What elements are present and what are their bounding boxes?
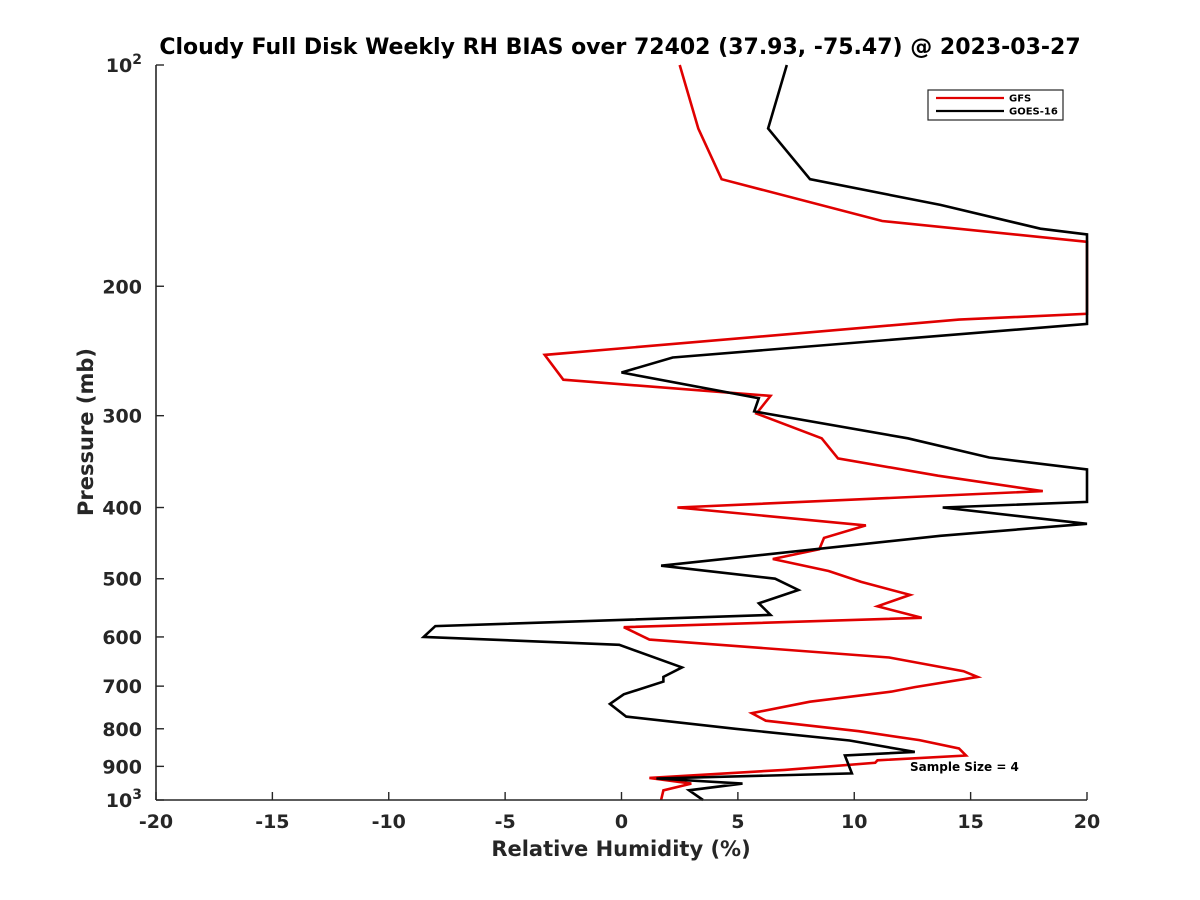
y-tick-label: 800 (102, 719, 142, 741)
legend: GFS GOES-16 (927, 89, 1064, 121)
y-tick-label: 200 (102, 276, 142, 298)
y-tick-label: 500 (102, 569, 142, 591)
x-tick-label: -15 (255, 811, 289, 833)
x-tick-label: 5 (731, 811, 744, 833)
x-tick-label: 20 (1074, 811, 1100, 833)
y-tick-label: 102 (106, 52, 142, 77)
series-line-gfs (542, 64, 1089, 801)
x-axis-label: Relative Humidity (%) (491, 837, 750, 861)
x-ticks: -20 -15 -10 -5 0 5 10 15 20 (139, 792, 1100, 833)
y-axis-label: Pressure (mb) (74, 348, 98, 516)
axes-layer (155, 65, 1087, 801)
series-line-goes16 (420, 64, 1089, 802)
y-tick-label: 600 (102, 627, 142, 649)
x-tick-label: 15 (957, 811, 983, 833)
y-tick-label: 400 (102, 498, 142, 520)
y-ticks: 102 200 300 400 500 600 700 800 900 103 (102, 52, 164, 812)
legend-box (927, 89, 1064, 121)
y-tick-label: 300 (102, 406, 142, 428)
y-tick-label: 103 (106, 787, 142, 812)
legend-label-gfs: GFS (1009, 94, 1031, 105)
series-layer (420, 64, 1089, 802)
x-tick-label: 0 (615, 811, 628, 833)
y-tick-label: 700 (102, 676, 142, 698)
chart-title: Cloudy Full Disk Weekly RH BIAS over 724… (159, 35, 1080, 60)
x-tick-label: -10 (372, 811, 406, 833)
x-tick-label: 10 (841, 811, 867, 833)
x-tick-label: -20 (139, 811, 173, 833)
sample-size-annotation: Sample Size = 4 (910, 760, 1019, 774)
x-tick-label: -5 (495, 811, 516, 833)
y-tick-label: 900 (102, 756, 142, 778)
legend-label-goes16: GOES-16 (1009, 107, 1058, 118)
